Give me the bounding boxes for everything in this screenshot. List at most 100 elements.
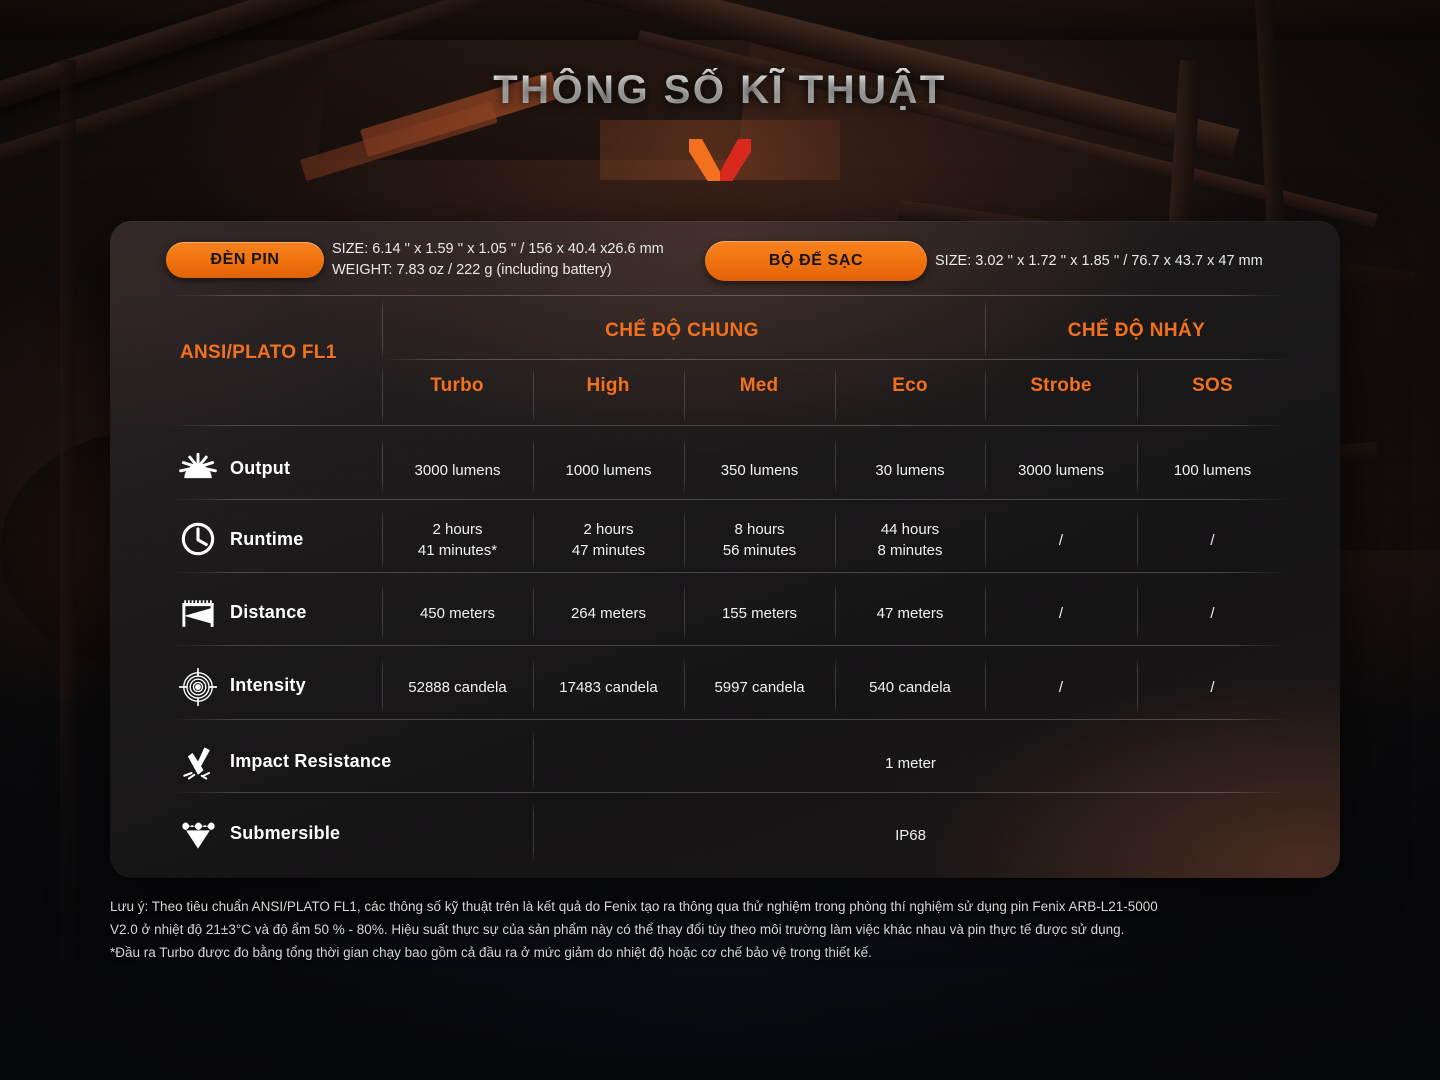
cell-runtime-med: 8 hours 56 minutes xyxy=(722,521,797,559)
column-separator xyxy=(382,658,383,714)
column-separator xyxy=(533,584,534,640)
column-header-eco: Eco xyxy=(892,375,928,396)
cell-output-turbo: 3000 lumens xyxy=(414,462,501,479)
cell-distance-eco: 47 meters xyxy=(876,605,944,622)
page-header: THÔNG SỐ KĨ THUẬT xyxy=(0,68,1440,181)
column-separator xyxy=(382,584,383,640)
column-separator xyxy=(533,658,534,714)
column-separator xyxy=(835,658,836,714)
chevron-right-half-icon xyxy=(720,139,751,181)
cell-impact-resistance-value: 1 meter xyxy=(885,755,936,772)
cell-intensity-sos: / xyxy=(1210,679,1215,696)
cell-runtime-eco: 44 hours 8 minutes xyxy=(877,521,943,559)
column-separator xyxy=(684,658,685,714)
column-separator xyxy=(533,510,534,570)
cell-output-eco: 30 lumens xyxy=(875,462,945,479)
footnote-line-2: V2.0 ở nhiệt độ 21±3°C và độ ẩm 50 % - 8… xyxy=(110,922,1125,937)
charging-dock-dimensions: SIZE: 3.02 '' x 1.72 '' x 1.85 '' / 76.7… xyxy=(935,253,1263,269)
column-separator xyxy=(985,299,986,359)
column-header-high: High xyxy=(586,375,630,396)
cell-runtime-high: 2 hours 47 minutes xyxy=(571,521,646,559)
column-separator xyxy=(1137,367,1138,423)
water-wave-icon xyxy=(176,812,220,856)
chevron-left-half-icon xyxy=(689,139,720,181)
cell-distance-turbo: 450 meters xyxy=(419,605,496,622)
column-separator xyxy=(684,584,685,640)
column-separator xyxy=(1137,658,1138,714)
cell-intensity-high: 17483 candela xyxy=(559,679,658,696)
cell-intensity-med: 5997 candela xyxy=(714,679,805,696)
cell-intensity-eco: 540 candela xyxy=(869,679,951,696)
footnote-line-3: *Đầu ra Turbo được đo bằng tổng thời gia… xyxy=(110,945,872,960)
page-title: THÔNG SỐ KĨ THUẬT xyxy=(493,68,947,112)
cell-intensity-turbo: 52888 candela xyxy=(408,679,507,696)
column-separator xyxy=(835,438,836,494)
row-divider xyxy=(170,499,1288,500)
table-corner-label: ANSI/PLATO FL1 xyxy=(180,342,337,363)
clock-icon xyxy=(176,517,220,561)
cell-output-high: 1000 lumens xyxy=(565,462,652,479)
tab-charging-dock[interactable]: BỘ ĐẾ SẠC xyxy=(705,241,927,281)
column-separator xyxy=(985,438,986,494)
row-label-submersible: Submersible xyxy=(230,823,341,843)
cell-runtime-turbo: 2 hours 41 minutes* xyxy=(417,521,498,559)
row-label-distance: Distance xyxy=(230,602,307,622)
group-header-flash-modes: CHẾ ĐỘ NHÁY xyxy=(1067,320,1206,341)
row-divider xyxy=(170,645,1288,646)
chevron-logo-icon xyxy=(689,139,751,181)
row-label-impact-resistance: Impact Resistance xyxy=(230,751,392,771)
impact-drop-icon xyxy=(176,740,220,784)
sunburst-icon xyxy=(176,447,220,491)
column-separator xyxy=(684,367,685,423)
cell-output-strobe: 3000 lumens xyxy=(1018,462,1104,479)
row-label-runtime: Runtime xyxy=(230,529,304,549)
column-separator xyxy=(835,367,836,423)
column-header-sos: SOS xyxy=(1192,375,1233,396)
column-separator xyxy=(533,731,534,789)
column-separator xyxy=(684,438,685,494)
product-tabs: ĐÈN PIN SIZE: 6.14 '' x 1.59 '' x 1.05 '… xyxy=(110,221,1340,295)
cell-submersible-value: IP68 xyxy=(895,827,926,844)
column-separator xyxy=(985,510,986,570)
column-separator xyxy=(382,438,383,494)
column-separator xyxy=(382,299,383,359)
cell-output-sos: 100 lumens xyxy=(1173,462,1252,479)
column-separator xyxy=(1137,584,1138,640)
row-divider xyxy=(170,425,1288,426)
target-intensity-icon xyxy=(176,665,220,709)
group-header-general-modes: CHẾ ĐỘ CHUNG xyxy=(605,320,759,341)
row-label-intensity: Intensity xyxy=(230,675,306,695)
footnote: Lưu ý: Theo tiêu chuẩn ANSI/PLATO FL1, c… xyxy=(110,895,1340,964)
group-header-divider xyxy=(382,359,1288,360)
column-separator xyxy=(985,367,986,423)
tab-flashlight[interactable]: ĐÈN PIN xyxy=(166,242,324,278)
flashlight-dimensions: SIZE: 6.14 '' x 1.59 '' x 1.05 '' / 156 … xyxy=(332,241,664,278)
column-separator xyxy=(985,658,986,714)
cell-runtime-strobe: / xyxy=(1058,532,1064,549)
row-divider xyxy=(170,719,1288,720)
cell-intensity-strobe: / xyxy=(1058,679,1064,696)
cell-distance-sos: / xyxy=(1210,605,1215,622)
column-separator xyxy=(1137,510,1138,570)
column-separator xyxy=(985,584,986,640)
row-label-output: Output xyxy=(230,458,291,478)
column-separator xyxy=(533,367,534,423)
column-separator xyxy=(1137,438,1138,494)
table-top-divider xyxy=(170,295,1288,296)
column-separator xyxy=(382,367,383,423)
column-header-turbo: Turbo xyxy=(430,375,484,396)
column-separator xyxy=(533,438,534,494)
column-header-med: Med xyxy=(739,375,779,396)
row-divider xyxy=(170,792,1288,793)
cell-distance-med: 155 meters xyxy=(721,605,798,622)
cell-distance-strobe: / xyxy=(1058,605,1064,622)
column-separator xyxy=(684,510,685,570)
cell-runtime-sos: / xyxy=(1210,532,1215,549)
column-separator xyxy=(382,510,383,570)
footnote-line-1: Lưu ý: Theo tiêu chuẩn ANSI/PLATO FL1, c… xyxy=(110,899,1158,914)
spec-panel: ĐÈN PIN SIZE: 6.14 '' x 1.59 '' x 1.05 '… xyxy=(110,221,1340,878)
column-header-strobe: Strobe xyxy=(1030,375,1092,396)
column-separator xyxy=(835,510,836,570)
cell-output-med: 350 lumens xyxy=(720,462,799,479)
beam-distance-icon xyxy=(176,592,220,636)
